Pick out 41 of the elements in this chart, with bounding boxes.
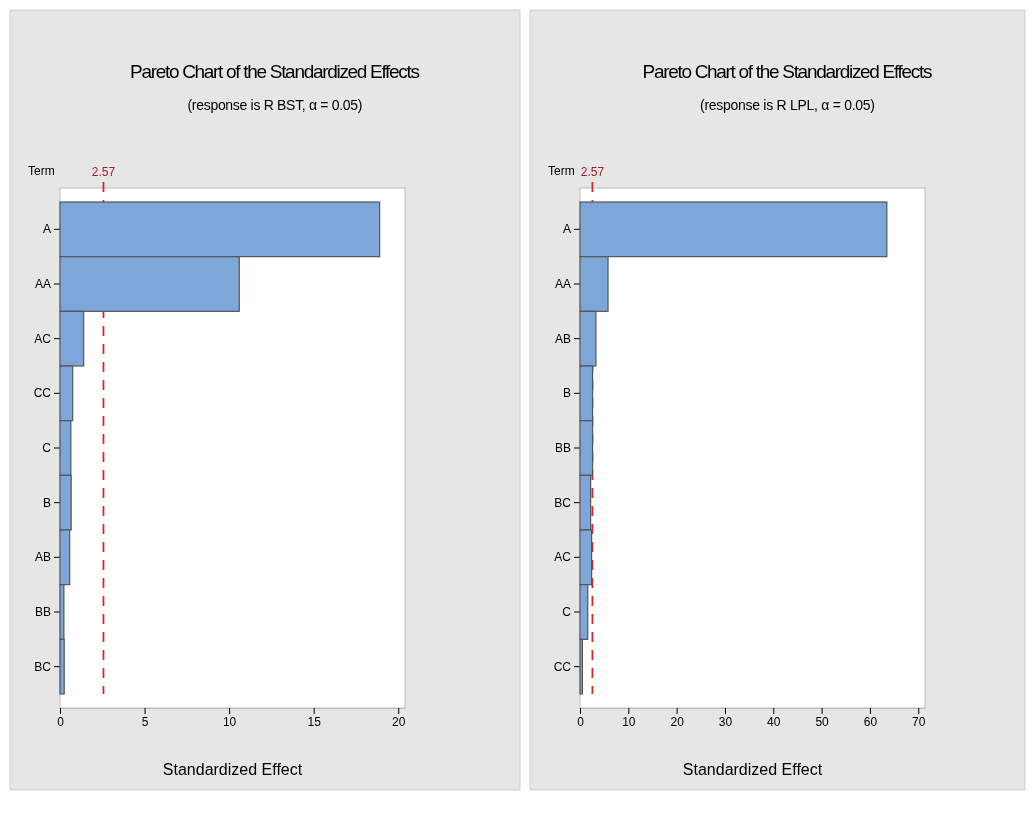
x-axis-title: Standardized Effect <box>162 761 303 778</box>
y-tick-label: CC <box>553 659 572 674</box>
x-axis-title: Standardized Effect <box>682 761 823 778</box>
x-tick-label: 20 <box>392 714 406 729</box>
chart-title: Pareto Chart of the Standardized Effects <box>642 61 933 82</box>
y-tick-label: BB <box>554 440 571 455</box>
y-tick-label: AC <box>34 331 52 346</box>
x-tick-label: 5 <box>141 714 149 729</box>
y-tick-label: BC <box>34 659 52 674</box>
x-tick-label: 15 <box>307 714 322 729</box>
y-tick-label: A <box>42 222 51 237</box>
x-tick-label: 0 <box>577 714 585 729</box>
y-tick-label: AC <box>554 550 572 565</box>
y-axis-title: Term <box>28 164 55 178</box>
y-tick-label: A <box>562 222 571 237</box>
y-tick-label: B <box>562 386 571 401</box>
y-tick-label: AA <box>554 276 571 291</box>
y-tick-label: CC <box>33 386 52 401</box>
chart-subtitle: (response is R LPL, α = 0.05) <box>700 97 875 113</box>
y-tick-label: B <box>42 495 51 510</box>
chart-subtitle: (response is R BST, α = 0.05) <box>187 97 363 113</box>
ref-line-label: 2.57 <box>91 165 116 179</box>
x-tick-label: 20 <box>670 714 685 729</box>
x-tick-label: 40 <box>767 714 781 729</box>
x-tick-label: 30 <box>718 714 733 729</box>
y-tick-label: BC <box>554 495 572 510</box>
x-tick-label: 50 <box>815 714 830 729</box>
x-tick-label: 10 <box>622 714 636 729</box>
x-tick-label: 60 <box>863 714 878 729</box>
ref-line-label: 2.57 <box>580 165 605 179</box>
chart-title: Pareto Chart of the Standardized Effects <box>130 61 420 82</box>
y-tick-label: AB <box>554 331 571 346</box>
y-tick-label: BB <box>34 604 51 619</box>
x-tick-label: 70 <box>912 714 926 729</box>
x-tick-label: 0 <box>57 714 65 729</box>
y-tick-label: C <box>42 440 52 455</box>
y-axis-title: Term <box>548 164 575 178</box>
y-tick-label: C <box>562 604 572 619</box>
y-tick-label: AA <box>34 276 51 291</box>
x-tick-label: 10 <box>222 714 237 729</box>
y-tick-label: AB <box>34 550 51 565</box>
